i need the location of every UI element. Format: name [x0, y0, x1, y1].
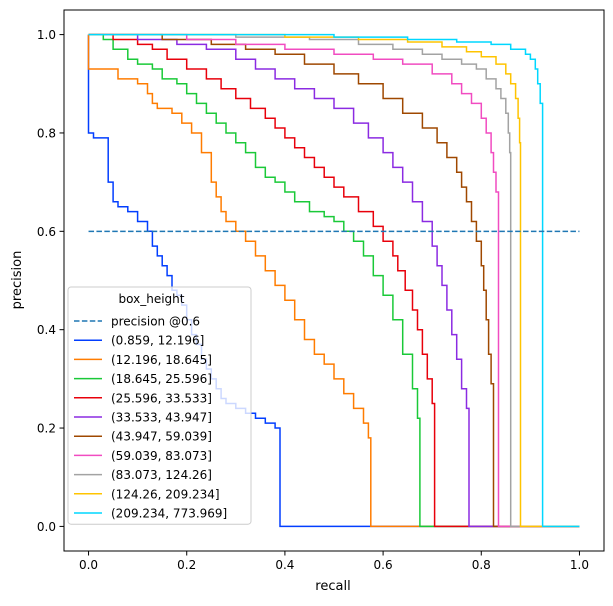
x-tick-label: 1.0 [570, 558, 589, 572]
x-tick-label: 0.6 [374, 558, 393, 572]
series-line-7 [88, 33, 580, 528]
x-tick-label: 0.4 [275, 558, 294, 572]
legend-label: (59.039, 83.073] [111, 449, 212, 463]
y-tick-label: 0.4 [37, 323, 56, 337]
legend-label: (83.073, 124.26] [111, 468, 212, 482]
legend-label: (43.947, 59.039] [111, 430, 212, 444]
legend-box [67, 286, 252, 525]
x-tick-label: 0.0 [79, 558, 98, 572]
x-tick-layer: 0.0 0.2 0.4 0.6 0.8 1.0 [79, 551, 589, 572]
y-tick-label: 0.6 [37, 225, 56, 239]
y-tick-label: 0.0 [37, 520, 56, 534]
series-line-9 [88, 33, 580, 528]
series-line-4 [88, 33, 580, 528]
legend-label: (209.234, 773.969] [111, 507, 227, 521]
legend-label: precision @0.6 [111, 315, 200, 329]
legend-label: (33.533, 43.947] [111, 411, 212, 425]
legend-label: (0.859, 12.196] [111, 334, 204, 348]
y-tick-layer: 0.0 0.2 0.4 0.6 0.8 1.0 [37, 28, 64, 534]
x-axis-label: recall [315, 579, 350, 594]
legend-label: (12.196, 18.645] [111, 353, 212, 367]
legend: box_height precision @0.6 (0.859, 12.196] (… [67, 286, 252, 525]
y-tick-label: 0.8 [37, 126, 56, 140]
legend-label: (124.26, 209.234] [111, 487, 220, 501]
x-tick-label: 0.2 [177, 558, 196, 572]
series-layer [87, 33, 580, 528]
series-line-8 [88, 33, 580, 528]
series-line-2 [87, 34, 580, 528]
legend-title: box_height [119, 292, 185, 306]
series-line-6 [88, 33, 580, 528]
y-tick-label: 1.0 [37, 28, 56, 42]
series-line-5 [88, 33, 580, 528]
legend-label: (25.596, 33.533] [111, 391, 212, 405]
x-tick-label: 0.8 [472, 558, 491, 572]
series-line-10 [88, 33, 580, 528]
legend-label: (18.645, 25.596] [111, 372, 212, 386]
series-line-3 [88, 33, 580, 528]
y-axis-label: precision [10, 251, 25, 310]
plot-frame [63, 9, 605, 552]
y-tick-label: 0.2 [37, 422, 56, 436]
